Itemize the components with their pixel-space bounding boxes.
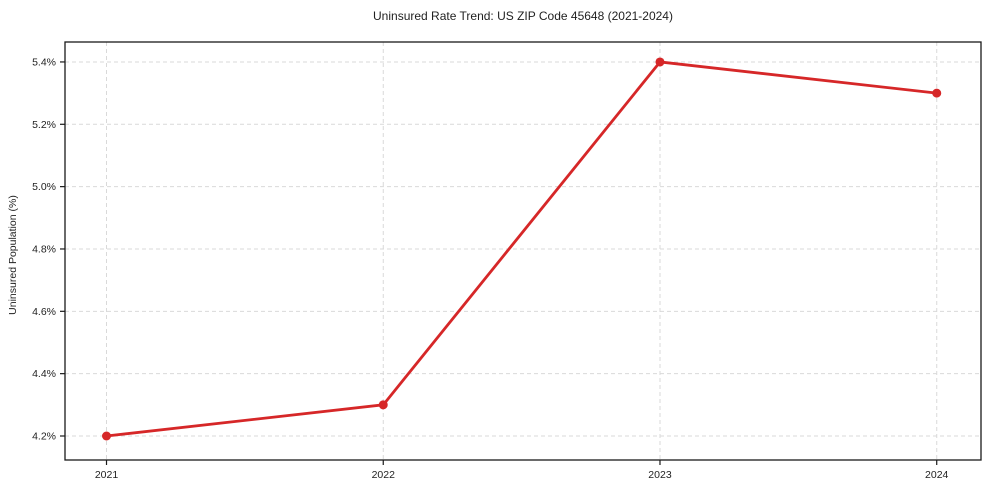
y-tick-label: 4.4% xyxy=(32,368,56,380)
data-point-marker xyxy=(932,88,942,98)
data-point-marker xyxy=(378,400,388,410)
x-tick-label: 2022 xyxy=(372,469,396,481)
y-tick-label: 4.6% xyxy=(32,306,56,318)
x-tick-label: 2024 xyxy=(925,469,949,481)
y-tick-label: 4.8% xyxy=(32,243,56,255)
data-point-marker xyxy=(655,57,665,67)
plot-border xyxy=(64,41,982,461)
x-tick-label: 2023 xyxy=(648,469,672,481)
chart-title: Uninsured Rate Trend: US ZIP Code 45648 … xyxy=(373,9,673,23)
y-tick-label: 5.2% xyxy=(32,119,56,131)
data-point-marker xyxy=(102,431,112,441)
y-tick-label: 5.4% xyxy=(32,56,56,68)
trend-line xyxy=(105,60,939,438)
x-tick-label: 2021 xyxy=(95,469,119,481)
y-tick-label: 5.0% xyxy=(32,181,56,193)
y-tick-label: 4.2% xyxy=(32,430,56,442)
